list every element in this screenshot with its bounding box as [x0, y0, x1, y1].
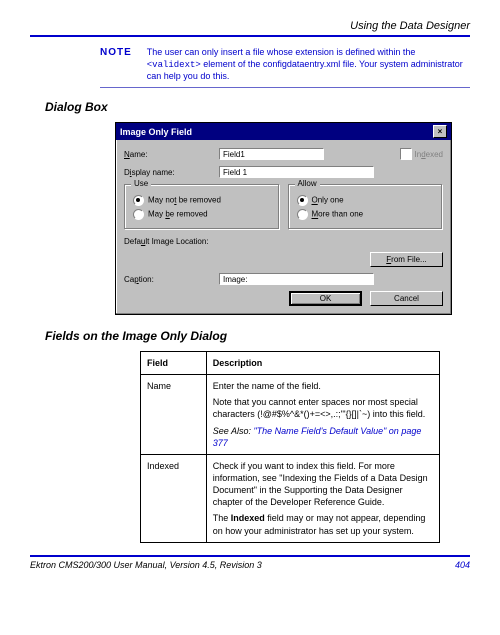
ok-button[interactable]: OK: [289, 291, 362, 306]
radio-may-be-removed[interactable]: [133, 209, 144, 220]
group-use: Use May not be removed May be removed: [124, 184, 280, 230]
section-dialog-box: Dialog Box: [45, 100, 470, 114]
group-use-legend: Use: [131, 179, 151, 188]
note-block: NOTE The user can only insert a file who…: [100, 47, 470, 88]
dialog-titlebar: Image Only Field ×: [116, 123, 451, 140]
cell-desc-name: Enter the name of the field. Note that y…: [206, 375, 439, 455]
row0-p2: Note that you cannot enter spaces nor mo…: [213, 396, 433, 420]
row0-see-also: See Also: "The Name Field's Default Valu…: [213, 425, 433, 449]
col-description: Description: [206, 352, 439, 375]
row0-p1: Enter the name of the field.: [213, 380, 433, 392]
name-label: Name:: [124, 150, 219, 159]
display-name-label: Display name:: [124, 168, 219, 177]
row1-p1: Check if you want to index this field. F…: [213, 460, 433, 509]
opt-more-than-one: More than one: [312, 210, 364, 219]
table-row: Indexed Check if you want to index this …: [141, 454, 440, 542]
indexed-label: Indexed: [415, 150, 443, 159]
radio-only-one[interactable]: [297, 195, 308, 206]
cell-field-name: Name: [141, 375, 207, 455]
dialog-image-only-field: Image Only Field × Name: Field1 Indexed …: [115, 122, 452, 315]
note-text: The user can only insert a file whose ex…: [147, 47, 470, 83]
cell-field-indexed: Indexed: [141, 454, 207, 542]
caption-input[interactable]: Image:: [219, 273, 374, 285]
name-input[interactable]: Field1: [219, 148, 324, 160]
col-field: Field: [141, 352, 207, 375]
table-row: Name Enter the name of the field. Note t…: [141, 375, 440, 455]
opt-may-be-removed: May be removed: [148, 210, 208, 219]
radio-more-than-one[interactable]: [297, 209, 308, 220]
group-allow-legend: Allow: [295, 179, 320, 188]
from-file-button[interactable]: From File...: [370, 252, 443, 267]
row1-p2: The Indexed field may or may not appear,…: [213, 512, 433, 536]
radio-may-not-be-removed[interactable]: [133, 195, 144, 206]
caption-label: Caption:: [124, 275, 219, 284]
cancel-button[interactable]: Cancel: [370, 291, 443, 306]
opt-only-one: Only one: [312, 196, 344, 205]
footer-left: Ektron CMS200/300 User Manual, Version 4…: [30, 560, 262, 570]
note-label: NOTE: [100, 47, 132, 83]
see-also-lead: See Also:: [213, 426, 254, 436]
indexed-checkbox[interactable]: [400, 148, 412, 160]
row1-p2-bold: Indexed: [231, 513, 265, 523]
cell-desc-indexed: Check if you want to index this field. F…: [206, 454, 439, 542]
row1-p2-pre: The: [213, 513, 231, 523]
note-mono: <validext>: [147, 60, 201, 70]
fields-table: Field Description Name Enter the name of…: [140, 351, 440, 543]
section-fields-on-dialog: Fields on the Image Only Dialog: [45, 329, 470, 343]
footer-page-number: 404: [455, 560, 470, 570]
note-text-before: The user can only insert a file whose ex…: [147, 47, 416, 57]
display-name-input[interactable]: Field 1: [219, 166, 374, 178]
close-icon[interactable]: ×: [433, 125, 447, 138]
group-allow: Allow Only one More than one: [288, 184, 444, 230]
page-header: Using the Data Designer: [30, 20, 470, 37]
dialog-title: Image Only Field: [120, 127, 192, 137]
default-image-loc-label: Default Image Location:: [124, 237, 219, 246]
opt-may-not-be-removed: May not be removed: [148, 196, 221, 205]
page-footer: Ektron CMS200/300 User Manual, Version 4…: [30, 555, 470, 570]
